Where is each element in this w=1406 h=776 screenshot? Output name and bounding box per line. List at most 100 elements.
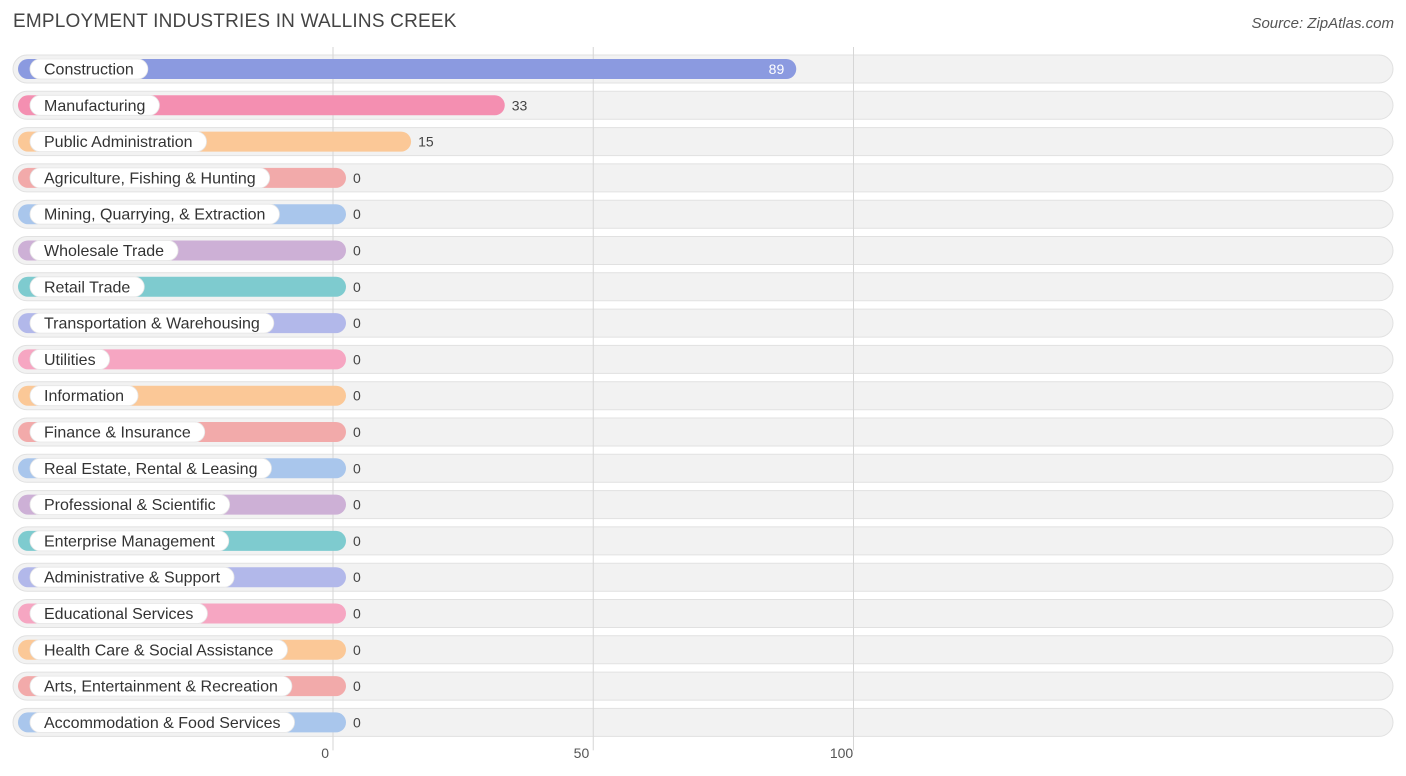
row-background bbox=[12, 417, 1394, 447]
value-label: 0 bbox=[353, 569, 361, 585]
category-label-pill bbox=[29, 639, 288, 661]
value-label: 0 bbox=[353, 243, 361, 259]
category-label: Wholesale Trade bbox=[44, 243, 164, 260]
value-label: 15 bbox=[418, 134, 434, 150]
category-label-pill bbox=[29, 675, 293, 697]
category-label-pill bbox=[29, 276, 145, 298]
row-background bbox=[12, 490, 1394, 520]
row-background bbox=[12, 163, 1394, 193]
category-label: Arts, Entertainment & Recreation bbox=[44, 679, 278, 696]
bar-group: Enterprise Management 0 bbox=[18, 530, 361, 552]
category-label: Administrative & Support bbox=[44, 570, 221, 587]
category-label-pill bbox=[29, 457, 272, 479]
value-label: 0 bbox=[353, 606, 361, 622]
value-label: 0 bbox=[353, 388, 361, 404]
category-label: Educational Services bbox=[44, 606, 193, 623]
bar-group: Finance & Insurance 0 bbox=[18, 421, 361, 443]
category-label: Construction bbox=[44, 62, 134, 79]
bar-group: Mining, Quarrying, & Extraction 0 bbox=[18, 203, 361, 225]
category-label: Transportation & Warehousing bbox=[44, 316, 260, 333]
category-label-pill bbox=[29, 240, 179, 261]
bar-group: Construction 89 bbox=[18, 58, 797, 80]
bar-group: Manufacturing 33 bbox=[18, 94, 528, 116]
category-label: Information bbox=[44, 388, 124, 405]
category-label-pill bbox=[29, 94, 160, 116]
category-label-pill bbox=[29, 421, 206, 443]
category-label-pill bbox=[29, 566, 235, 588]
category-label-pill bbox=[29, 58, 149, 80]
category-label: Manufacturing bbox=[44, 98, 145, 115]
bar-group: Health Care & Social Assistance 0 bbox=[18, 639, 361, 661]
bar-group: Retail Trade 0 bbox=[18, 276, 361, 298]
bar-group: Professional & Scientific 0 bbox=[18, 494, 361, 516]
category-label: Professional & Scientific bbox=[44, 497, 216, 514]
bar bbox=[18, 59, 797, 79]
value-label: 0 bbox=[353, 206, 361, 222]
row-background bbox=[12, 453, 1394, 483]
value-label: 0 bbox=[353, 497, 361, 513]
row-background bbox=[12, 308, 1394, 338]
x-tick-label: 50 bbox=[574, 745, 590, 761]
row-background bbox=[12, 272, 1394, 302]
chart-source: Source: ZipAtlas.com bbox=[1251, 15, 1394, 32]
value-label: 0 bbox=[353, 642, 361, 658]
value-label: 0 bbox=[353, 424, 361, 440]
category-label-pill bbox=[29, 348, 110, 370]
category-label: Health Care & Social Assistance bbox=[44, 642, 274, 659]
value-label: 89 bbox=[769, 61, 785, 77]
row-background bbox=[12, 236, 1394, 265]
category-label: Retail Trade bbox=[44, 279, 130, 296]
bar-group: Utilities 0 bbox=[18, 348, 361, 370]
category-label: Real Estate, Rental & Leasing bbox=[44, 461, 257, 478]
value-label: 33 bbox=[512, 97, 528, 113]
row-background bbox=[12, 526, 1394, 556]
bars: Construction 89 Manufacturing 33 Public Admi… bbox=[18, 58, 797, 733]
value-label: 0 bbox=[353, 714, 361, 730]
category-label-pill bbox=[29, 312, 275, 334]
bar-group: Real Estate, Rental & Leasing 0 bbox=[18, 457, 361, 479]
value-label: 0 bbox=[353, 170, 361, 186]
category-label-pill bbox=[29, 494, 231, 516]
bar-group: Accommodation & Food Services 0 bbox=[18, 712, 361, 733]
chart-title: EMPLOYMENT INDUSTRIES IN WALLINS CREEK bbox=[13, 11, 457, 32]
row-background bbox=[12, 344, 1394, 374]
category-label-pill bbox=[29, 203, 280, 225]
row-background bbox=[12, 671, 1394, 701]
category-label-pill bbox=[29, 131, 207, 153]
category-label-pill bbox=[29, 385, 139, 407]
value-label: 0 bbox=[353, 460, 361, 476]
row-background bbox=[12, 199, 1394, 229]
bar-group: Wholesale Trade 0 bbox=[18, 240, 361, 261]
category-label-pill bbox=[29, 167, 271, 189]
value-label: 0 bbox=[353, 279, 361, 295]
category-label: Utilities bbox=[44, 352, 96, 369]
bar-group: Arts, Entertainment & Recreation 0 bbox=[18, 675, 361, 697]
row-background bbox=[12, 562, 1394, 592]
row-backgrounds bbox=[12, 54, 1394, 737]
category-label: Accommodation & Food Services bbox=[44, 715, 281, 732]
bar-group: Transportation & Warehousing 0 bbox=[18, 312, 361, 334]
value-label: 0 bbox=[353, 533, 361, 549]
row-background bbox=[12, 635, 1394, 665]
bar-group: Educational Services 0 bbox=[18, 603, 361, 624]
value-label: 0 bbox=[353, 315, 361, 331]
category-label: Mining, Quarrying, & Extraction bbox=[44, 207, 265, 224]
value-label: 0 bbox=[353, 351, 361, 367]
category-label: Agriculture, Fishing & Hunting bbox=[44, 170, 256, 187]
row-background bbox=[12, 381, 1394, 411]
bar-group: Administrative & Support 0 bbox=[18, 566, 361, 588]
category-label: Finance & Insurance bbox=[44, 425, 191, 442]
category-label: Enterprise Management bbox=[44, 533, 215, 550]
category-label-pill bbox=[29, 530, 230, 552]
bar-group: Public Administration 15 bbox=[18, 131, 434, 153]
bar-group: Agriculture, Fishing & Hunting 0 bbox=[18, 167, 361, 189]
row-background bbox=[12, 707, 1394, 737]
value-label: 0 bbox=[353, 678, 361, 694]
category-label-pill bbox=[29, 712, 295, 733]
row-background bbox=[12, 599, 1394, 628]
x-tick-label: 100 bbox=[830, 745, 854, 761]
category-label: Public Administration bbox=[44, 134, 193, 151]
x-tick-label: 0 bbox=[321, 745, 329, 761]
category-label-pill bbox=[29, 603, 208, 624]
